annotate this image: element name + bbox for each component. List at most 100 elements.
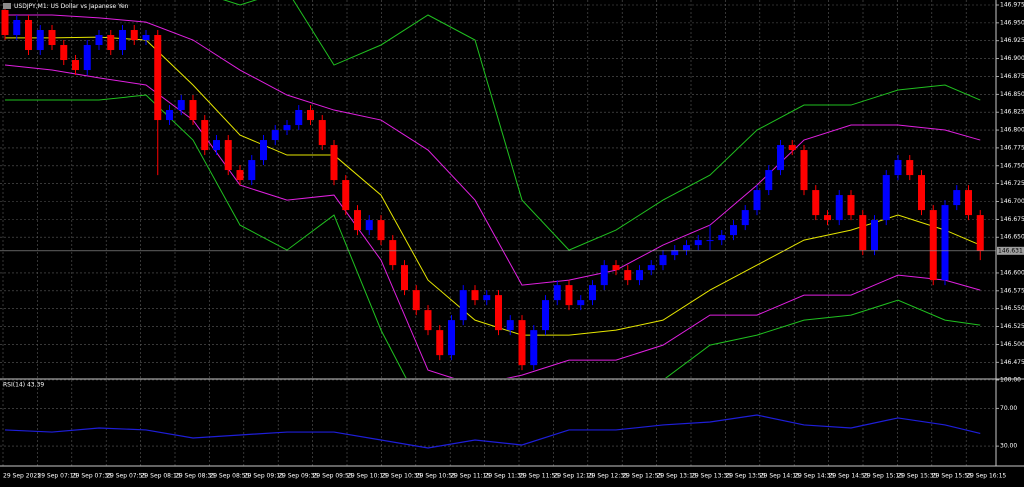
candle-body <box>307 110 314 121</box>
candle-body <box>953 190 961 206</box>
grid <box>0 0 996 466</box>
y-tick-label: 146.675 <box>1000 216 1024 223</box>
y-tick-label: 146.950 <box>1000 19 1024 26</box>
candle-body <box>800 150 808 191</box>
y-tick-label: 146.525 <box>1000 323 1024 330</box>
x-tick-label: 29 Sep 15:55 <box>932 473 972 480</box>
y-tick-label: 146.850 <box>1000 91 1024 98</box>
candle-body <box>48 30 56 46</box>
x-tick-label: 29 Sep 09:15 <box>244 473 284 480</box>
candle-body <box>565 285 573 306</box>
rsi-line <box>4 414 981 449</box>
y-tick-label: 146.775 <box>1000 144 1024 151</box>
candle-body <box>777 145 784 171</box>
candle-body <box>236 170 244 181</box>
candle-body <box>859 215 867 251</box>
rsi-title: RSI(14) 43.39 <box>3 382 44 389</box>
candle-body <box>248 160 256 181</box>
candle-body <box>201 120 209 151</box>
candle-body <box>483 295 491 301</box>
band-line <box>4 64 981 378</box>
candle-body <box>224 140 232 171</box>
y-tick-label: 146.575 <box>1000 287 1024 294</box>
candle-body <box>318 120 326 146</box>
symbol-icon <box>3 3 11 9</box>
y-tick-label: 100.00 <box>1000 377 1021 384</box>
candle-body <box>530 330 538 366</box>
y-tick-label: 146.725 <box>1000 180 1024 187</box>
x-tick-label: 29 Sep 10:55 <box>416 473 456 480</box>
candle-body <box>154 35 162 121</box>
x-tick-label: 29 Sep 07:15 <box>37 473 77 480</box>
candle-body <box>706 240 714 242</box>
candle-body <box>72 60 79 71</box>
candle-body <box>1 10 9 36</box>
x-tick-label: 29 Sep 11:35 <box>485 473 525 480</box>
candle-body <box>60 45 68 61</box>
candle-body <box>354 210 361 231</box>
candle-body <box>976 215 984 251</box>
candle-body <box>753 190 761 211</box>
candle-body <box>812 190 820 216</box>
candle-body <box>365 220 373 231</box>
candle-body <box>83 45 91 71</box>
candle-body <box>965 190 972 216</box>
candle-body <box>694 240 702 246</box>
candle-body <box>941 205 949 281</box>
candle-body <box>271 130 279 141</box>
candle-body <box>377 220 385 241</box>
x-tick-label: 29 Sep 13:15 <box>657 473 697 480</box>
candle-body <box>142 35 150 41</box>
x-tick-label: 29 Sep 12:55 <box>622 473 662 480</box>
candle-body <box>718 235 726 241</box>
x-tick-label: 29 Sep 08:35 <box>175 473 215 480</box>
y-tick-label: 146.975 <box>1000 2 1024 9</box>
candle-body <box>459 290 467 321</box>
candle-body <box>929 210 937 281</box>
rsi-panel <box>4 414 981 449</box>
candle-body <box>95 35 103 46</box>
candle-body <box>330 145 338 181</box>
candle-body <box>36 30 44 51</box>
candle-body <box>624 270 632 281</box>
last-price-box <box>997 246 1024 255</box>
band-line <box>222 0 981 251</box>
x-tick-label: 29 Sep 14:15 <box>760 473 800 480</box>
candle-body <box>342 180 350 211</box>
x-tick-label: 29 Sep 11:15 <box>450 473 490 480</box>
x-tick-label: 29 Sep 09:55 <box>313 473 353 480</box>
y-tick-label: 146.650 <box>1000 234 1024 241</box>
last-price-label: 146.631 <box>998 247 1023 254</box>
x-tick-label: 29 Sep 12:35 <box>588 473 628 480</box>
candle-body <box>824 215 831 221</box>
candle-body <box>589 285 596 301</box>
x-tick-label: 29 Sep 15:35 <box>897 473 937 480</box>
candle-body <box>107 35 115 51</box>
x-tick-label: 29 Sep 11:55 <box>519 473 559 480</box>
chart-title: USDJPY,M1: US Dollar vs Japanese Yen <box>14 3 129 10</box>
x-tick-label: 29 Sep 16:15 <box>966 473 1006 480</box>
candle-body <box>730 225 737 236</box>
candle-body <box>389 240 397 266</box>
axes: 146.975 146.950 146.925 146.900 146.875 146.8… <box>3 2 1024 480</box>
candle-body <box>553 285 561 301</box>
x-tick-label: 29 Sep 08:15 <box>141 473 181 480</box>
y-tick-label: 146.550 <box>1000 305 1024 312</box>
candle-body <box>260 140 267 161</box>
x-tick-label: 29 Sep 13:35 <box>691 473 731 480</box>
candle-body <box>918 175 925 211</box>
y-tick-label: 146.925 <box>1000 37 1024 44</box>
y-tick-label: 146.825 <box>1000 109 1024 116</box>
y-tick-label: 146.700 <box>1000 198 1024 205</box>
x-tick-label: 29 Sep 14:55 <box>829 473 869 480</box>
candle-body <box>177 100 185 111</box>
candle-body <box>119 30 126 51</box>
y-tick-label: 146.500 <box>1000 341 1024 348</box>
candle-body <box>424 310 432 331</box>
x-tick-label: 29 Sep 12:15 <box>553 473 593 480</box>
price-panel <box>0 0 996 378</box>
x-tick-label: 29 Sep 13:55 <box>725 473 765 480</box>
candle-body <box>13 20 21 36</box>
